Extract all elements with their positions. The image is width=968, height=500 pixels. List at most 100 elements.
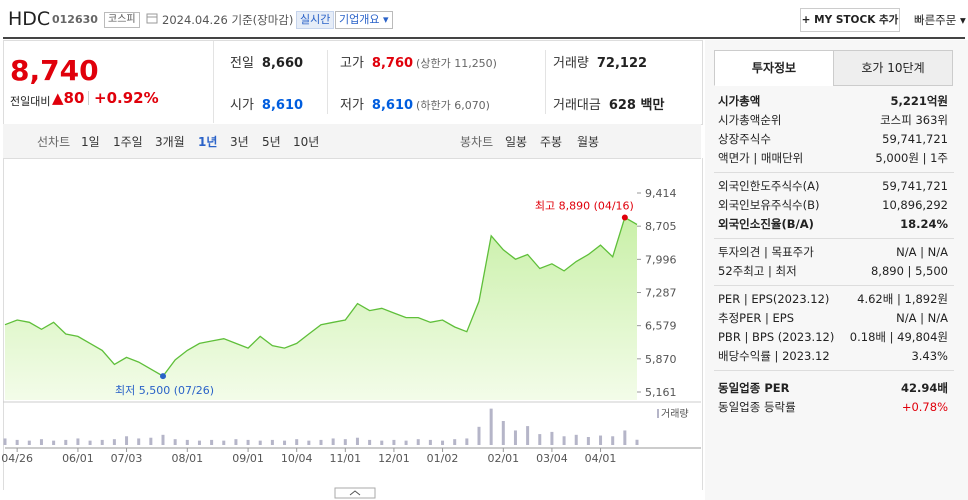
info-label: 추정PER | EPS xyxy=(718,311,795,325)
period-tab[interactable]: 10년 xyxy=(293,135,320,149)
realtime-badge[interactable]: 실시간 xyxy=(296,11,335,29)
volume-bar xyxy=(15,439,19,445)
high-marker xyxy=(621,214,628,221)
volume-bar xyxy=(501,421,505,445)
quote-value: 628 백만 xyxy=(608,98,665,113)
low-marker xyxy=(160,373,166,380)
volume-bar xyxy=(586,437,590,445)
info-row: PER | EPS(2023.12) 4.62배 | 1,892원 xyxy=(714,290,954,309)
period-tab[interactable]: 3년 xyxy=(230,135,249,149)
current-price: 8,740 xyxy=(10,54,99,87)
y-tick-label: 6,579 xyxy=(645,320,677,333)
info-group: 시가총액 5,221억원 시가총액순위 코스피 363위 상장주식수 59,741,721… xyxy=(714,88,954,173)
change-label: 전일대비 xyxy=(10,95,51,108)
candle-tab[interactable]: 주봉 xyxy=(540,135,563,149)
info-value: 10,896,292 xyxy=(882,198,948,212)
info-label: 동일업종 등락률 xyxy=(718,400,796,414)
volume-bar xyxy=(465,438,469,445)
x-tick-label: 03/04 xyxy=(536,452,568,465)
candle-chart-label: 봉차트 xyxy=(460,135,494,149)
volume-bar xyxy=(331,438,335,445)
high-label: 최고 8,890 (04/16) xyxy=(535,200,634,213)
volume-bar xyxy=(234,439,238,445)
volume-bar xyxy=(76,438,80,445)
volume-bar xyxy=(380,440,384,445)
candle-tab[interactable]: 일봉 xyxy=(505,135,528,149)
volume-bar xyxy=(489,408,493,445)
volume-bar xyxy=(513,430,517,445)
info-row: 외국인소진율(B/A) 18.24% xyxy=(714,215,954,234)
collapse-icon xyxy=(349,490,361,496)
info-value: 42.94배 xyxy=(901,381,948,395)
volume-bar xyxy=(270,439,274,445)
quote-date: 2024.04.26 기준(장마감) xyxy=(162,13,294,27)
volume-bar xyxy=(173,439,177,445)
change-pct: +0.92% xyxy=(94,89,159,107)
volume-bar xyxy=(149,437,153,445)
info-tab[interactable]: 투자정보 xyxy=(714,50,834,86)
y-tick-label: 5,161 xyxy=(645,386,677,399)
volume-bar xyxy=(453,439,457,445)
info-row: 상장주식수 59,741,721 xyxy=(714,130,954,149)
info-value: 5,221억원 xyxy=(890,94,948,108)
change: ▲80 xyxy=(52,89,85,107)
overview-button[interactable]: 기업개요 ▾ xyxy=(335,11,393,29)
volume-bar xyxy=(404,440,408,445)
line-chart-label: 선차트 xyxy=(37,135,71,149)
info-row: 투자의견 | 목표주가 N/A | N/A xyxy=(714,243,954,262)
period-tab[interactable]: 1년 xyxy=(198,135,218,149)
quote-value: 8,610 xyxy=(371,98,414,113)
period-tab[interactable]: 3개월 xyxy=(155,135,185,149)
volume-bar xyxy=(52,440,56,445)
x-tick-label: 10/04 xyxy=(281,452,313,465)
volume-bar xyxy=(307,440,311,445)
volume-bar xyxy=(246,439,250,445)
volume-bar xyxy=(210,439,214,445)
x-tick-label: 04/01 xyxy=(585,452,617,465)
quote-extra: (상한가 11,250) xyxy=(416,57,497,70)
y-tick-label: 8,705 xyxy=(645,220,677,233)
divider xyxy=(213,41,214,123)
quote-label: 저가 xyxy=(340,98,364,113)
info-tab[interactable]: 호가 10단계 xyxy=(833,50,953,86)
volume-bar xyxy=(319,439,323,445)
market-badge: 코스피 xyxy=(104,12,140,28)
volume-bar xyxy=(441,440,445,445)
info-group: 외국인한도주식수(A) 59,741,721 외국인보유주식수(B) 10,896,2… xyxy=(714,173,954,239)
quote-extra: (하한가 6,070) xyxy=(416,99,490,112)
collapse-button[interactable] xyxy=(334,487,376,499)
info-list: 시가총액 5,221억원 시가총액순위 코스피 363위 상장주식수 59,741,721… xyxy=(714,88,954,421)
x-tick-label: 12/01 xyxy=(378,452,410,465)
price-area xyxy=(5,217,637,400)
info-row: PBR | BPS (2023.12) 0.18배 | 49,804원 xyxy=(714,328,954,347)
candle-tab[interactable]: 월봉 xyxy=(577,135,600,149)
info-row: 시가총액순위 코스피 363위 xyxy=(714,111,954,130)
price-line xyxy=(4,216,638,377)
info-value: +0.78% xyxy=(901,400,948,414)
divider xyxy=(545,50,546,114)
period-tab[interactable]: 1일 xyxy=(81,135,100,149)
quick-order[interactable]: 빠른주문 ▾ xyxy=(914,13,966,27)
info-group: 동일업종 PER 42.94배 동일업종 등락률 +0.78% xyxy=(714,373,954,421)
info-row: 외국인한도주식수(A) 59,741,721 xyxy=(714,177,954,196)
info-label: 투자의견 | 목표주가 xyxy=(718,245,814,259)
volume-bar xyxy=(574,434,578,445)
period-tab[interactable]: 5년 xyxy=(262,135,281,149)
mystock-button[interactable]: + MY STOCK 추가 xyxy=(800,8,900,32)
x-tick-label: 09/01 xyxy=(232,452,264,465)
x-tick-label: 06/01 xyxy=(62,452,94,465)
info-value: 5,000원 | 1주 xyxy=(875,151,948,165)
info-row: 배당수익률 | 2023.12 3.43% xyxy=(714,347,954,366)
volume-bar xyxy=(355,437,359,445)
volume-bar xyxy=(392,439,396,445)
y-tick-label: 9,414 xyxy=(645,187,677,200)
info-value: N/A | N/A xyxy=(896,245,948,259)
quote-label: 거래량 xyxy=(553,56,589,71)
info-value: 8,890 | 5,500 xyxy=(870,264,948,278)
period-tab[interactable]: 1주일 xyxy=(113,135,143,149)
volume-bar xyxy=(343,439,347,445)
quote-cell: 거래량 72,122 xyxy=(553,52,647,71)
volume-bar xyxy=(100,439,104,445)
x-tick-label: 08/01 xyxy=(171,452,203,465)
info-row: 시가총액 5,221억원 xyxy=(714,92,954,111)
